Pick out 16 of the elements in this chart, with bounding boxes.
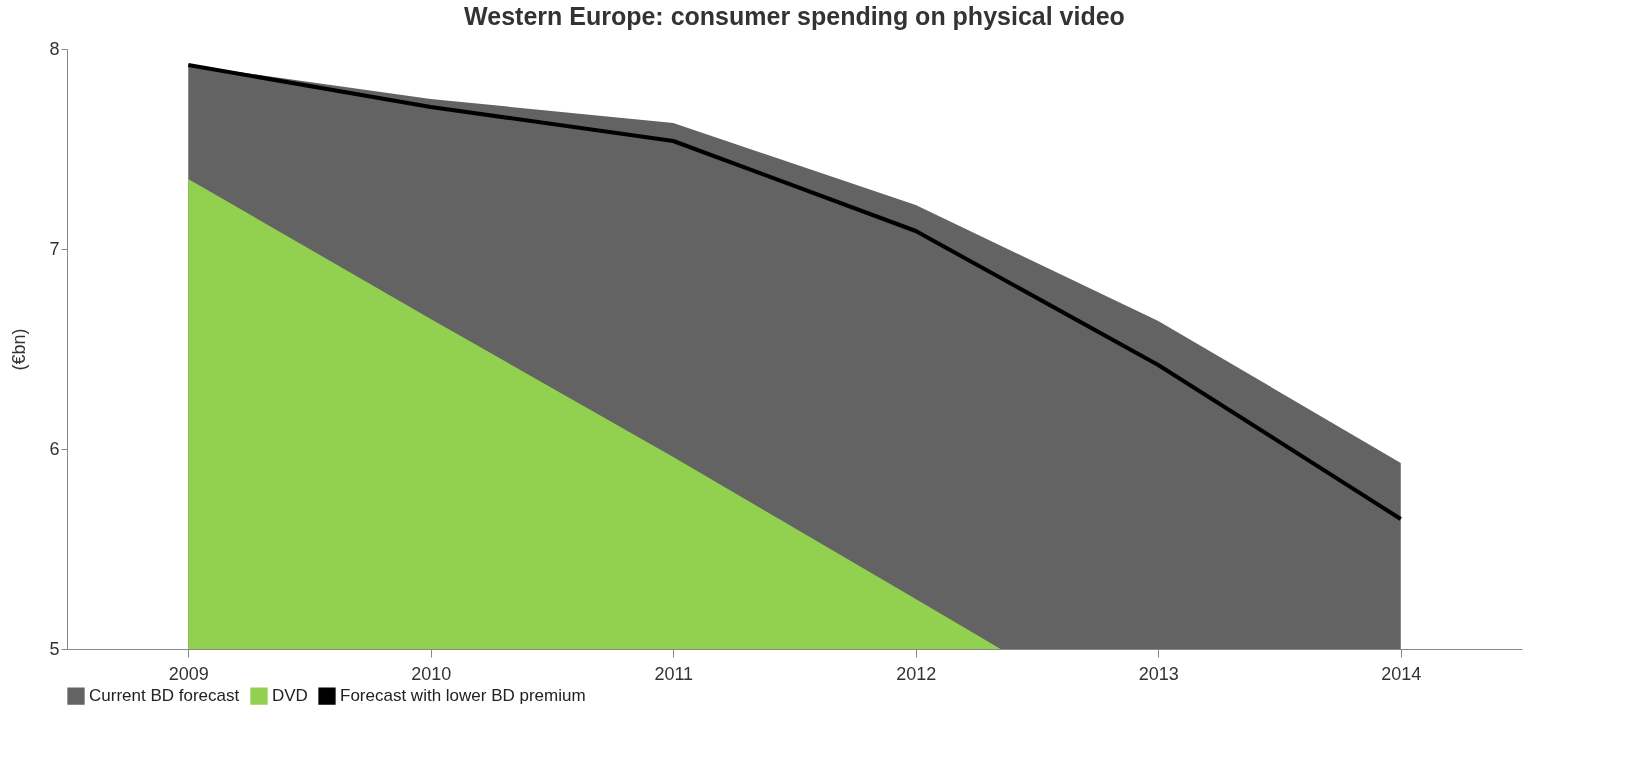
y-axis-title: (€bn)	[9, 328, 30, 371]
y-tick-label: 7	[49, 238, 60, 259]
y-tick-label: 8	[49, 38, 60, 59]
y-tick-label: 6	[49, 438, 60, 459]
legend-label: Current BD forecast	[89, 686, 240, 706]
chart-title: Western Europe: consumer spending on physical video	[464, 2, 1125, 30]
legend-label: DVD	[272, 686, 308, 706]
line-series	[186, 63, 1403, 521]
x-tick-label: 2012	[896, 663, 937, 684]
x-tick-label: 2013	[1138, 663, 1179, 684]
x-tick-label: 2011	[654, 663, 694, 684]
y-tick-label: 5	[49, 638, 60, 659]
x-tick-label: 2010	[411, 663, 452, 684]
x-tick-label: 2009	[168, 663, 209, 684]
legend-label: Forecast with lower BD premium	[340, 686, 586, 706]
x-tick-label: 2014	[1381, 663, 1422, 684]
